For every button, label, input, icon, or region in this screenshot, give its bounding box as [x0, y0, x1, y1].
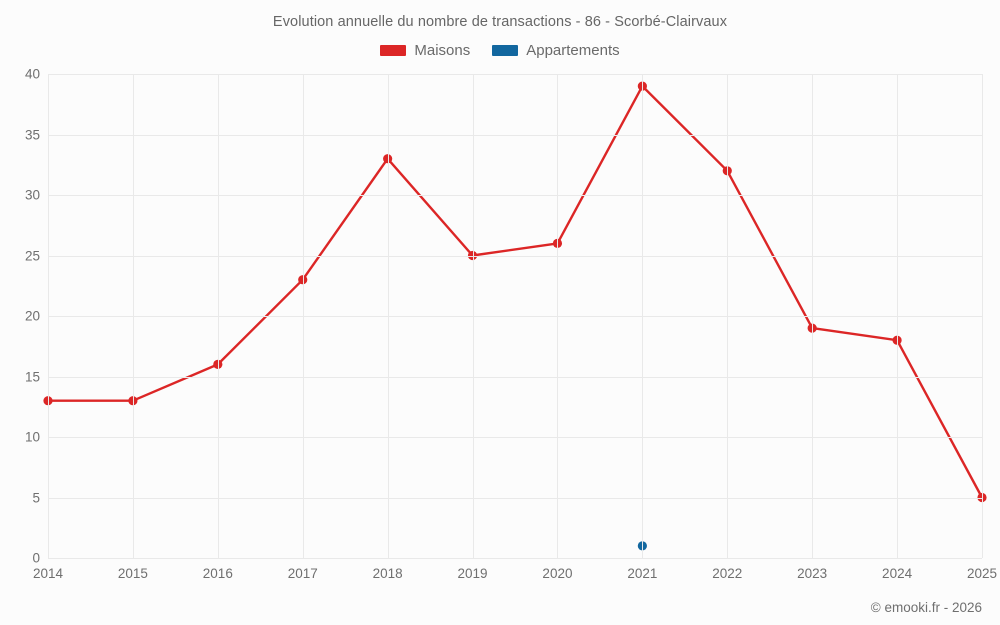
y-axis-tick-label: 40: [24, 66, 40, 82]
gridline-vertical: [133, 74, 134, 558]
gridline-vertical: [557, 74, 558, 558]
legend-swatch-maisons: [380, 45, 407, 56]
x-axis-tick-label: 2016: [202, 566, 233, 581]
series-line-maisons: [46, 84, 984, 499]
y-axis-tick-label: 20: [24, 308, 40, 324]
chart-legend: Maisons Appartements: [0, 42, 1000, 59]
gridline-vertical: [982, 74, 983, 558]
legend-label-maisons: Maisons: [414, 42, 471, 59]
gridline-vertical: [473, 74, 474, 558]
gridline-horizontal: [48, 195, 982, 196]
chart-title: Evolution annuelle du nombre de transact…: [272, 14, 728, 30]
data-point[interactable]: [128, 396, 138, 406]
footer-copyright: © emooki.fr - 2026: [870, 600, 982, 615]
gridline-horizontal: [48, 316, 982, 317]
x-axis-tick-label: 2018: [372, 566, 403, 581]
x-axis-tick-label: 2021: [627, 566, 658, 581]
x-axis-tick-label: 2014: [32, 566, 64, 581]
gridline-horizontal: [48, 498, 982, 499]
gridline-horizontal: [48, 558, 982, 559]
x-axis-tick-label: 2025: [966, 566, 998, 581]
y-axis-tick-label: 15: [24, 369, 40, 384]
legend-swatch-appartements: [492, 45, 519, 56]
y-axis-labels: 0 5 10 15 20 25 30 35 40: [0, 67, 40, 566]
x-axis-tick-label: 2020: [542, 566, 573, 581]
gridline-horizontal: [48, 377, 982, 378]
gridline-vertical: [303, 74, 304, 558]
gridline-vertical: [388, 74, 389, 558]
x-axis-tick-label: 2015: [117, 566, 148, 581]
gridline-vertical: [897, 74, 898, 558]
y-axis-tick-label: 10: [24, 429, 40, 445]
legend-item-maisons[interactable]: Maisons: [380, 42, 470, 59]
y-axis-tick-label: 35: [24, 127, 40, 142]
data-point[interactable]: [467, 250, 478, 261]
gridline-vertical: [48, 74, 49, 558]
legend-label-appartements: Appartements: [526, 42, 620, 59]
gridline-vertical: [812, 74, 813, 558]
gridline-vertical: [642, 74, 643, 558]
gridline-horizontal: [48, 437, 982, 438]
x-axis-tick-label: 2019: [457, 566, 488, 581]
x-axis-tick-label: 2022: [712, 566, 743, 581]
legend-item-appartements[interactable]: Appartements: [492, 42, 620, 59]
gridline-vertical: [727, 74, 728, 558]
gridline-horizontal: [48, 135, 982, 136]
x-axis-tick-label: 2023: [797, 566, 828, 581]
x-axis-tick-label: 2024: [882, 566, 913, 581]
data-point[interactable]: [213, 359, 223, 369]
x-axis-tick-label: 2017: [287, 566, 318, 581]
gridline-horizontal: [48, 256, 982, 257]
data-point[interactable]: [383, 154, 393, 164]
y-axis-tick-label: 5: [32, 490, 40, 505]
x-axis-labels: 2014 2015 2016 2017 2018 2019 2020 2021 2022 2023…: [33, 566, 997, 590]
y-axis-tick-label: 25: [24, 248, 40, 263]
gridline-vertical: [218, 74, 219, 558]
y-axis-tick-label: 0: [32, 550, 40, 566]
gridline-horizontal: [48, 74, 982, 75]
data-point[interactable]: [298, 275, 308, 285]
plot-area: [43, 74, 987, 559]
y-axis-tick-label: 30: [24, 187, 40, 203]
